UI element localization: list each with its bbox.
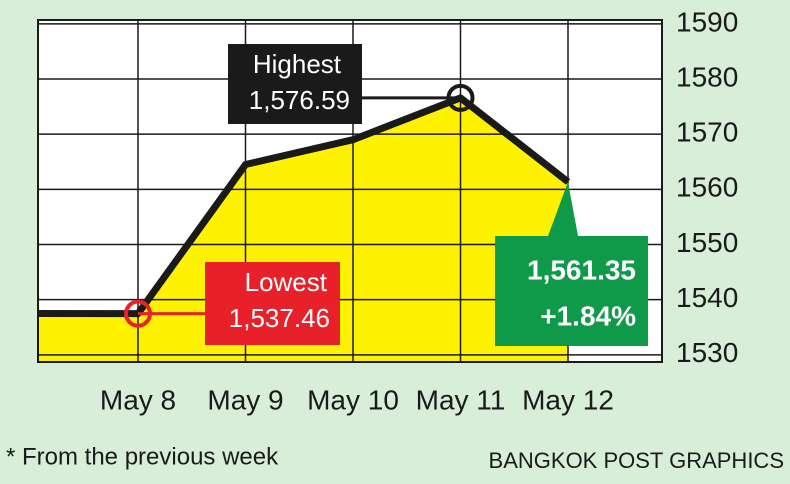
y-tick-label: 1560 bbox=[676, 172, 738, 203]
x-tick-label: May 10 bbox=[307, 384, 399, 415]
x-tick-label: May 8 bbox=[100, 384, 176, 415]
annotation-title: Lowest bbox=[245, 267, 328, 297]
x-tick-label: May 11 bbox=[416, 384, 506, 415]
area bbox=[38, 97, 568, 362]
annotation-box bbox=[228, 44, 362, 124]
y-tick-label: 1540 bbox=[676, 282, 738, 313]
annotation-box bbox=[495, 236, 648, 346]
y-tick-label: 1580 bbox=[676, 61, 738, 92]
line bbox=[37, 94, 571, 318]
plot-border bbox=[37, 19, 663, 363]
annotation-title: Highest bbox=[253, 49, 342, 79]
high-marker bbox=[446, 83, 475, 112]
annotation-pointer bbox=[548, 181, 578, 236]
y-tick-label: 1530 bbox=[676, 337, 738, 368]
x-tick-label: May 9 bbox=[207, 384, 283, 415]
x-tick-label: May 12 bbox=[522, 384, 614, 415]
annotation-text: 1,561.35 bbox=[527, 254, 636, 285]
annotation-box bbox=[205, 262, 340, 345]
annotation-text: 1,576.59 bbox=[249, 85, 350, 115]
y-tick-label: 1550 bbox=[676, 227, 738, 258]
footnote: * From the previous week bbox=[6, 443, 279, 470]
credit: BANGKOK POST GRAPHICS bbox=[489, 448, 784, 473]
annotation-text: 1,537.46 bbox=[229, 303, 330, 333]
y-tick-label: 1570 bbox=[676, 117, 738, 148]
annotation-note: +1.84% bbox=[540, 300, 636, 331]
y-tick-label: 1590 bbox=[676, 6, 738, 37]
low-marker bbox=[124, 299, 152, 328]
